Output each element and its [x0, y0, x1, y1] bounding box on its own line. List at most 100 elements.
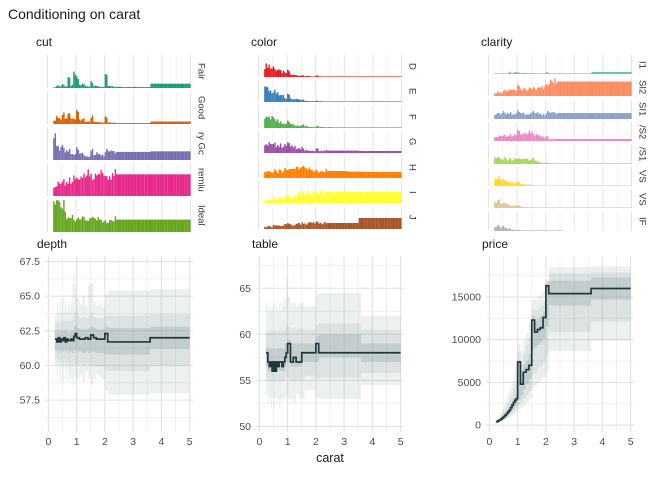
hist-bar [265, 172, 268, 179]
hist-bar [265, 86, 268, 103]
hist-bar [565, 207, 569, 209]
hist-bar [304, 194, 306, 204]
hist-bar [512, 135, 515, 142]
hist-bar [355, 192, 359, 204]
hist-bar [108, 220, 111, 232]
hist-bar [86, 156, 88, 160]
hist-bar [292, 196, 295, 204]
hist-bar [387, 217, 391, 229]
hist-bar [294, 145, 296, 153]
hist-bar [585, 207, 589, 209]
hist-bar [287, 170, 289, 179]
hist-bar [173, 219, 177, 232]
hist-bar [509, 206, 512, 209]
hist-bar [319, 150, 322, 153]
hist-bar [532, 134, 535, 142]
hist-bar [291, 99, 293, 103]
hist-bar [88, 218, 91, 232]
hist-bar [498, 93, 500, 97]
hist-bar [517, 205, 519, 209]
facet-strip-label-H: H [406, 163, 418, 171]
hist-bar [501, 180, 503, 186]
hist-bar [282, 70, 285, 77]
hist-bar [103, 122, 105, 124]
facet-strip-label-Good: Good [195, 95, 207, 120]
hist-bar [264, 86, 266, 103]
hist-bar [517, 109, 519, 119]
hist-bar [541, 207, 543, 209]
color-histogram-G [257, 130, 403, 153]
hist-bar [555, 83, 558, 97]
hist-bar [355, 222, 359, 229]
hist-bar [87, 157, 89, 160]
hist-bar [298, 147, 300, 153]
hist-bar [74, 119, 77, 124]
hist-bar [318, 194, 320, 204]
hist-bar [287, 93, 289, 103]
hist-bar [317, 171, 319, 179]
hist-bar [518, 205, 520, 209]
hist-bar [60, 207, 62, 232]
hist-bar [521, 184, 523, 186]
hist-bar [525, 134, 528, 142]
hist-bar [61, 181, 64, 196]
hist-bar [301, 75, 303, 77]
hist-bar [600, 162, 603, 164]
hist-bar [295, 149, 298, 153]
hist-bar [269, 68, 272, 77]
hist-bar [549, 73, 552, 74]
hist-bar [551, 185, 553, 186]
hist-bar [297, 223, 299, 229]
hist-bar [544, 230, 546, 231]
hist-bar [512, 206, 515, 209]
hist-bar [98, 154, 101, 160]
hist-bar [84, 85, 87, 88]
hist-bar [378, 126, 382, 128]
hist-bar [53, 120, 55, 124]
hist-bar [525, 73, 528, 74]
hist-bar [119, 151, 122, 160]
hist-bar [528, 73, 530, 74]
hist-bar [179, 151, 182, 160]
hist-bar [370, 76, 373, 77]
hist-bar [527, 73, 529, 74]
hist-bar [265, 63, 268, 77]
hist-bar [539, 230, 542, 231]
hist-bar [271, 227, 273, 229]
hist-bar [600, 81, 603, 97]
hist-bar [568, 162, 572, 164]
hist-bar [611, 139, 615, 142]
hist-bar [358, 150, 362, 153]
y-tick-label: 50 [239, 421, 251, 433]
hist-bar [187, 174, 191, 196]
hist-bar [398, 172, 402, 179]
hist-bar [552, 207, 555, 209]
hist-bar [352, 171, 356, 179]
hist-bar [608, 71, 612, 74]
hist-bar [187, 83, 191, 88]
hist-bar [73, 219, 75, 232]
facet-row-color-5: I [255, 181, 419, 204]
hist-bar [541, 162, 543, 164]
hist-bar [70, 118, 72, 124]
hist-bar [502, 110, 505, 119]
hist-bar [275, 225, 278, 229]
hist-bar [524, 114, 526, 119]
facet-strip-label-SI1: SI1 [636, 102, 648, 117]
hist-bar [330, 101, 333, 103]
hist-bar [605, 81, 609, 97]
hist-bar [335, 222, 339, 229]
hist-bar [307, 169, 309, 179]
hist-bar [173, 121, 177, 124]
hist-bar [582, 162, 586, 164]
facet-row-cut-4: Ideal [44, 199, 208, 232]
hist-bar [113, 221, 115, 232]
hist-bar [98, 122, 101, 124]
hist-bar [179, 219, 182, 232]
hist-bar [298, 169, 300, 179]
hist-bar [524, 88, 526, 97]
hist-bar [61, 208, 64, 232]
hist-bar [398, 192, 402, 204]
hist-bar [314, 126, 316, 128]
hist-bar [116, 219, 119, 232]
